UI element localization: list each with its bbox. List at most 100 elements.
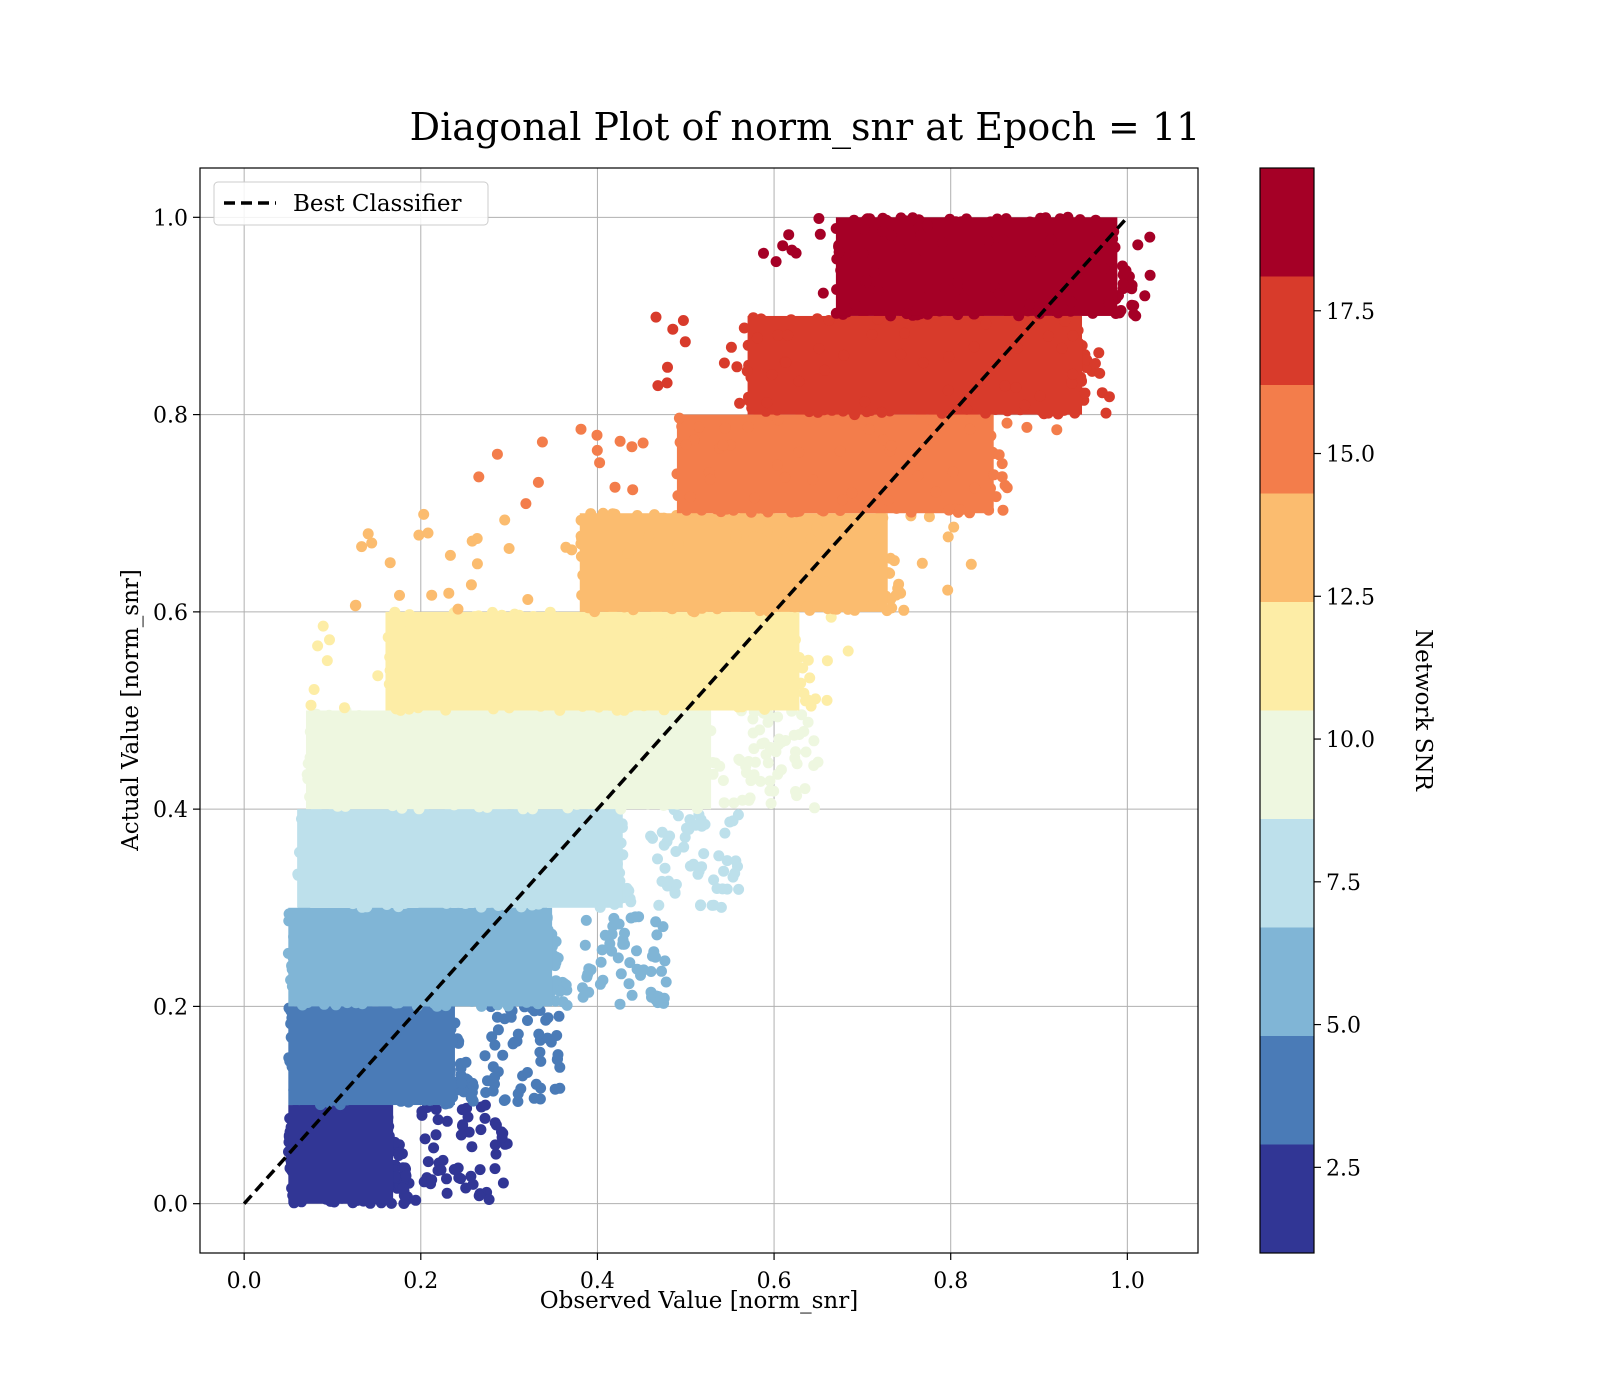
scatter-point [305,699,317,711]
scatter-point [782,329,794,341]
scatter-point [660,582,672,594]
band-core-fill [305,710,712,810]
scatter-point [912,470,924,482]
scatter-point [943,504,955,516]
scatter-point [695,621,707,633]
snr-band-points [301,705,824,815]
scatter-point [749,492,761,504]
scatter-point [622,547,634,559]
scatter-point [731,361,743,373]
scatter-point [385,651,397,663]
scatter-point [996,471,1008,483]
scatter-point [597,974,609,986]
scatter-point [747,727,759,739]
scatter-point [656,826,668,838]
scatter-point [499,679,511,691]
scatter-point [479,1112,491,1124]
scatter-point [552,1049,564,1061]
scatter-point [324,634,335,646]
scatter-point [475,1124,487,1136]
scatter-point [764,785,776,797]
scatter-point [1093,347,1105,359]
scatter-point [659,955,671,967]
band-core-fill [385,611,800,711]
scatter-point [740,760,752,772]
scatter-point [817,287,829,299]
scatter-point [947,466,959,478]
y-tick-label: 0.6 [153,601,188,626]
scatter-point [751,332,763,344]
scatter-point [807,474,819,486]
scatter-point [404,622,416,634]
scatter-point [473,471,485,483]
scatter-point [569,688,581,700]
scatter-point [1025,253,1037,265]
scatter-point [725,341,737,353]
scatter-point [713,850,725,862]
scatter-point [465,1092,477,1104]
colorbar-bin [1260,927,1314,1036]
scatter-point [489,1139,501,1151]
scatter-point [799,783,811,795]
scatter-point [1144,231,1156,243]
y-tick-label: 0.4 [153,798,188,823]
scatter-point [1089,358,1101,369]
scatter-point [483,1194,495,1205]
scatter-point [937,237,949,249]
scatter-point [1067,330,1079,342]
scatter-point [999,479,1011,491]
scatter-point [732,809,744,821]
scatter-point [695,900,706,912]
scatter-point [877,226,889,237]
scatter-point [645,966,657,977]
scatter-point [777,240,789,252]
scatter-point [423,631,435,643]
scatter-point [637,437,649,449]
scatter-point [656,965,667,977]
scatter-point [1117,278,1129,290]
scatter-point [784,639,796,651]
scatter-point [849,299,861,311]
scatter-point [779,471,791,483]
scatter-point [650,311,662,323]
scatter-point [758,247,769,259]
scatter-point [1056,342,1068,354]
scatter-point [958,292,970,304]
scatter-point [860,274,872,286]
scatter-point [755,775,766,787]
colorbar-tick-label: 5.0 [1326,1014,1361,1039]
scatter-point [761,525,773,537]
scatter-point [866,600,878,611]
scatter-point [866,329,878,340]
scatter-point [916,557,928,569]
scatter-point [793,446,805,458]
snr-band-points [283,1099,513,1209]
snr-band-points [305,606,854,716]
scatter-point [591,444,603,456]
scatter-point [455,1129,467,1141]
scatter-point [980,318,992,330]
scatter-point [800,746,812,758]
band-core-fill [297,809,623,908]
scatter-point [899,327,910,339]
scatter-point [673,673,685,685]
scatter-point [317,620,329,632]
scatter-point [430,1129,442,1141]
scatter-point [679,336,691,348]
scatter-point [1098,263,1110,274]
snr-band-points [292,804,745,913]
scatter-point [718,797,730,809]
scatter-point [422,527,434,539]
scatter-point [748,531,760,543]
scatter-point [448,1164,460,1175]
scatter-point [489,1071,501,1083]
scatter-point [699,697,711,709]
scatter-point [473,1190,485,1202]
scatter-point [982,235,994,247]
scatter-point [886,602,898,614]
scatter-point [500,618,512,630]
scatter-point [492,1024,504,1036]
scatter-point [422,1156,434,1168]
scatter-point [930,486,942,498]
scatter-point [901,308,913,320]
